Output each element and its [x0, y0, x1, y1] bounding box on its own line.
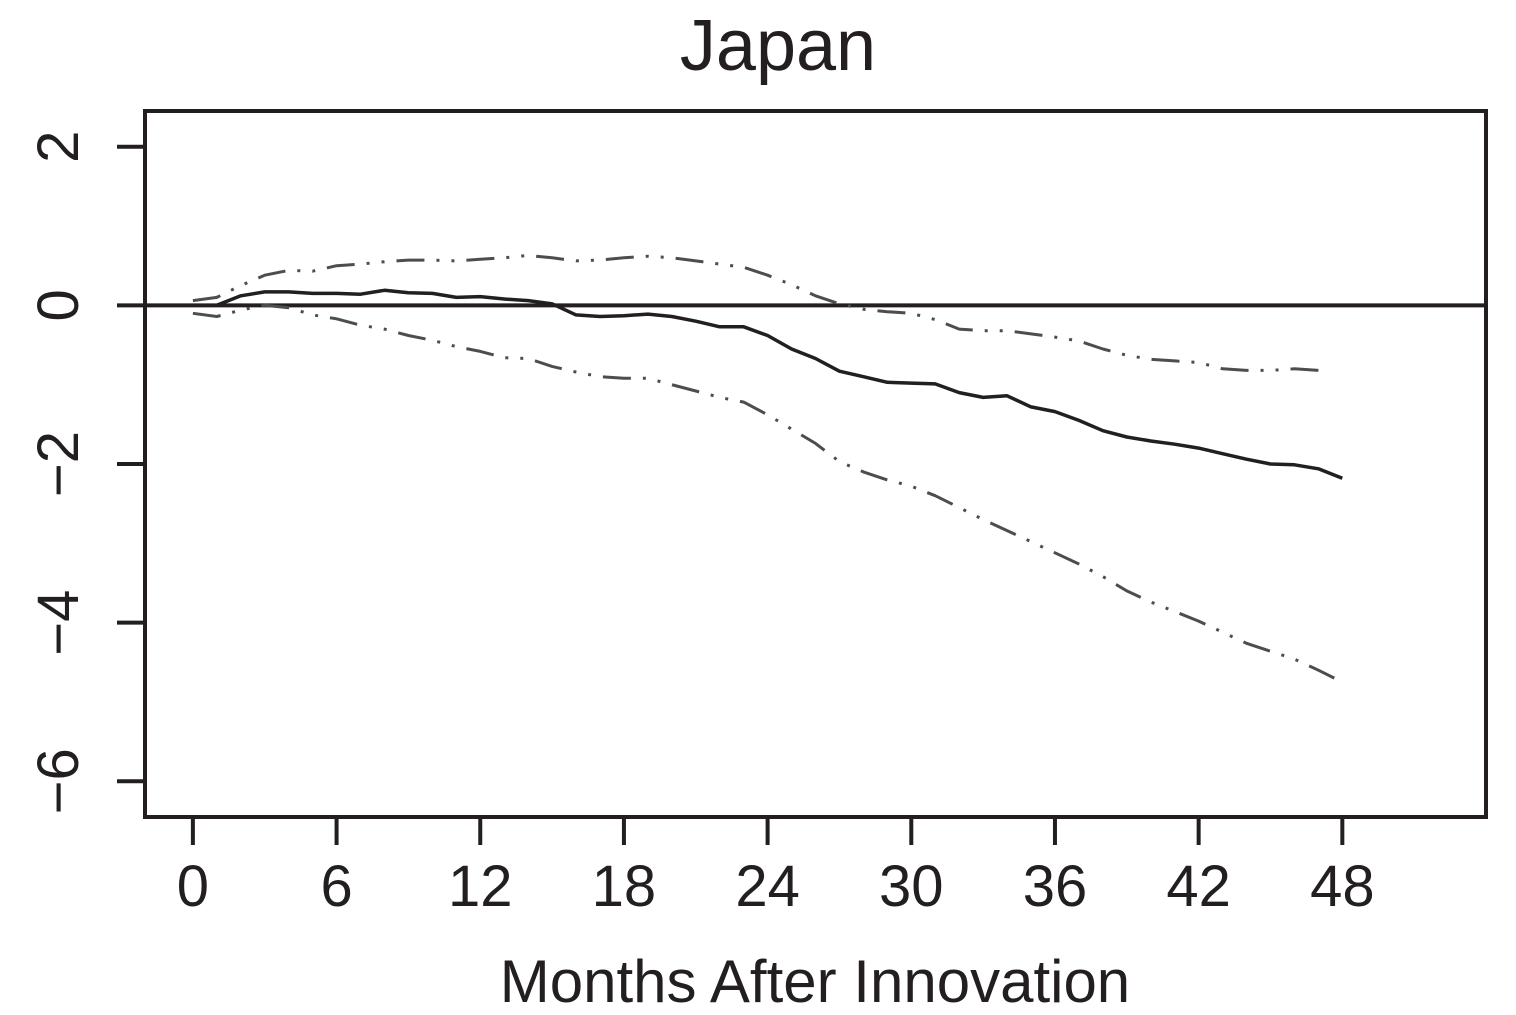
series-line-lower-band [192, 303, 1343, 684]
y-tick-label: −6 [26, 748, 91, 814]
x-tick-label: 24 [735, 854, 800, 919]
x-tick-label: 0 [177, 854, 209, 919]
x-tick-label: 12 [448, 854, 513, 919]
x-tick-label: 18 [592, 854, 657, 919]
y-tick-label: −2 [26, 431, 91, 497]
y-axis: 2 0 −2 −4 −6 [26, 131, 145, 814]
y-tick-label: −4 [26, 590, 91, 656]
x-tick-label: 42 [1166, 854, 1231, 919]
x-tick-label: 36 [1023, 854, 1088, 919]
y-tick-label: 0 [26, 289, 91, 321]
x-tick-label: 6 [320, 854, 352, 919]
series-layer [192, 253, 1343, 684]
x-axis: 0 6 12 18 24 30 36 42 48 [177, 817, 1375, 919]
series-line-upper-band [192, 253, 1319, 372]
x-tick-label: 30 [879, 854, 944, 919]
series-line-estimate [192, 288, 1343, 480]
y-tick-label: 2 [26, 131, 91, 163]
x-tick-label: 48 [1310, 854, 1375, 919]
chart-title: Japan [680, 6, 876, 86]
x-axis-label: Months After Innovation [500, 948, 1130, 1015]
